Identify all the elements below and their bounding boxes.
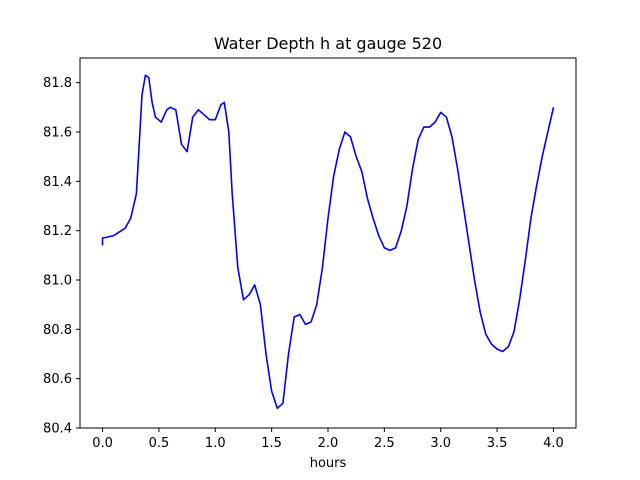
y-tick-label: 80.6	[43, 372, 72, 387]
y-tick-label: 80.8	[43, 323, 72, 338]
x-tick-label: 3.0	[430, 436, 451, 451]
y-tick-label: 81.2	[43, 224, 72, 239]
x-tick-label: 2.5	[374, 436, 395, 451]
y-tick-label: 80.4	[43, 422, 72, 437]
series-layer	[101, 74, 555, 410]
x-tick-label: 1.0	[205, 436, 226, 451]
y-tick-label: 81.8	[43, 76, 72, 91]
y-tick-label: 81.0	[43, 274, 72, 289]
y-axis-ticks: 80.4 80.6 80.8 81.0 81.2 81.4 81.6 81.8	[43, 76, 80, 437]
x-tick-label: 2.0	[318, 436, 339, 451]
y-tick-label: 81.4	[43, 175, 72, 190]
x-tick-label: 3.5	[487, 436, 508, 451]
x-axis-label: hours	[310, 456, 347, 471]
x-axis-ticks: 0.0 0.5 1.0 1.5 2.0 2.5 3.0 3.5 4.0	[92, 428, 564, 451]
x-tick-label: 0.0	[92, 436, 113, 451]
chart-title: Water Depth h at gauge 520	[214, 34, 442, 53]
y-tick-label: 81.6	[43, 126, 72, 141]
x-tick-label: 0.5	[149, 436, 170, 451]
x-tick-label: 4.0	[543, 436, 564, 451]
series-line-0	[101, 74, 555, 410]
x-tick-label: 1.5	[261, 436, 282, 451]
